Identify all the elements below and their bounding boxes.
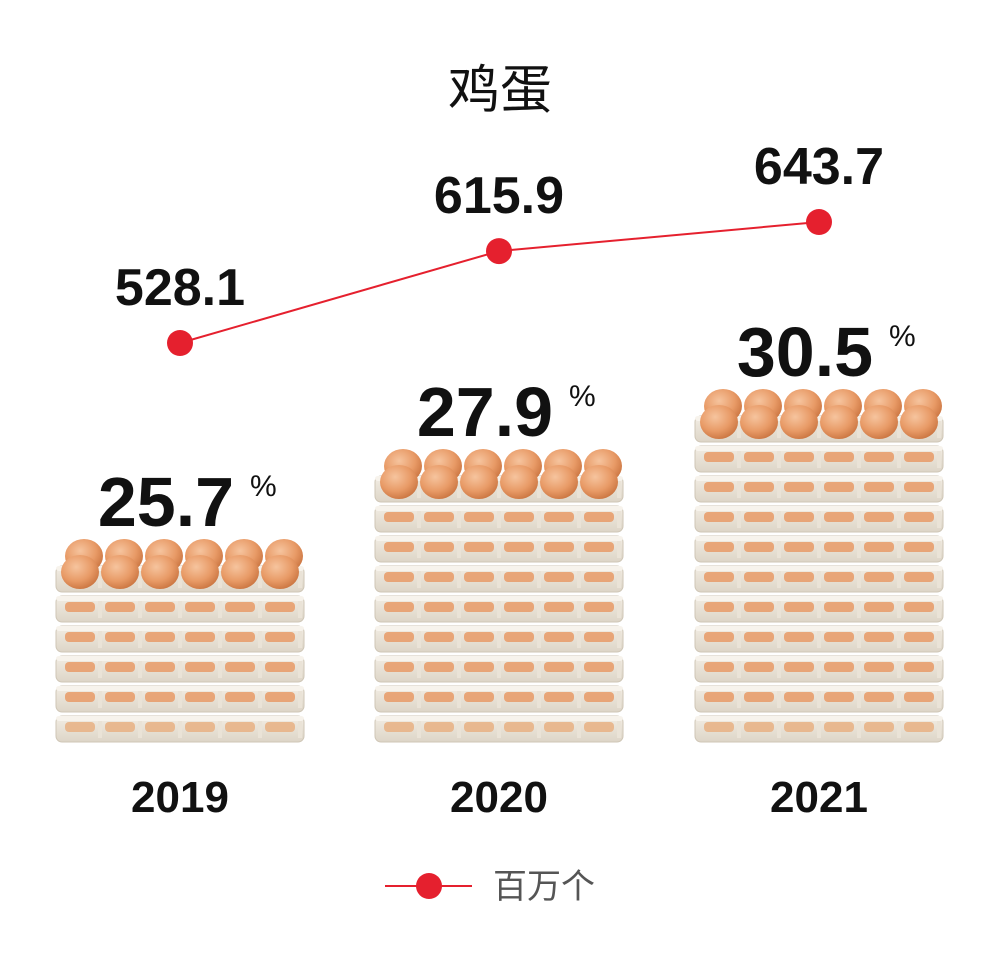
egg-tray-icon: [374, 505, 624, 533]
legend-marker: [416, 873, 442, 899]
data-point: [167, 330, 193, 356]
egg-tray-icon: [694, 445, 944, 473]
egg-icon: [820, 405, 858, 439]
egg-icon: [221, 555, 259, 589]
percent-sign: %: [889, 320, 916, 353]
egg-icon: [580, 465, 618, 499]
egg-icon: [460, 465, 498, 499]
data-label: 528.1: [115, 259, 245, 317]
x-tick-label: 2019: [131, 773, 229, 822]
egg-icon: [540, 465, 578, 499]
egg-icon: [700, 405, 738, 439]
percent-label: 30.5: [737, 313, 873, 391]
egg-tray-icon: [694, 595, 944, 623]
percent-sign: %: [569, 380, 596, 413]
egg-stack-2020: [374, 449, 624, 743]
egg-tray-icon: [374, 565, 624, 593]
egg-icon: [860, 405, 898, 439]
percent-label: 27.9: [417, 373, 553, 451]
egg-tray-icon: [55, 715, 305, 743]
chart-title: 鸡蛋: [448, 61, 552, 121]
egg-stacks: [55, 389, 944, 743]
egg-tray-icon: [694, 505, 944, 533]
egg-tray-icon: [694, 625, 944, 653]
legend-label: 百万个: [493, 867, 595, 907]
egg-tray-icon: [694, 715, 944, 743]
egg-tray-icon: [55, 685, 305, 713]
percent-sign: %: [250, 470, 277, 503]
egg-stack-2019: [55, 539, 305, 743]
egg-tray-icon: [374, 595, 624, 623]
egg-tray-icon: [374, 715, 624, 743]
egg-icon: [740, 405, 778, 439]
egg-tray-icon: [694, 655, 944, 683]
egg-icon: [141, 555, 179, 589]
egg-icon: [780, 405, 818, 439]
egg-tray-icon: [374, 535, 624, 563]
legend: 百万个: [385, 867, 595, 907]
egg-icon: [900, 405, 938, 439]
egg-tray-icon: [694, 685, 944, 713]
egg-tray-icon: [55, 625, 305, 653]
egg-tray-icon: [55, 655, 305, 683]
egg-tray-icon: [55, 595, 305, 623]
egg-tray-icon: [374, 685, 624, 713]
value-labels: 25.7 % 2019 27.9 % 2020 30.5 % 2021 528.1 615.9 643…: [98, 138, 916, 822]
egg-icon: [261, 555, 299, 589]
x-tick-label: 2021: [770, 773, 868, 822]
egg-tray-icon: [694, 535, 944, 563]
egg-icon: [101, 555, 139, 589]
percent-label: 25.7: [98, 463, 234, 541]
data-point: [486, 238, 512, 265]
egg-tray-icon: [694, 565, 944, 593]
series-points: [167, 209, 832, 356]
x-tick-label: 2020: [450, 773, 548, 822]
egg-icon: [380, 465, 418, 499]
egg-stack-2021: [694, 389, 944, 743]
egg-tray-icon: [374, 655, 624, 683]
data-point: [806, 209, 832, 235]
egg-icon: [61, 555, 99, 589]
data-label: 643.7: [754, 138, 884, 196]
data-label: 615.9: [434, 167, 564, 225]
egg-tray-icon: [374, 625, 624, 653]
egg-tray-icon: [694, 475, 944, 503]
egg-icon: [181, 555, 219, 589]
egg-icon: [500, 465, 538, 499]
egg-icon: [420, 465, 458, 499]
